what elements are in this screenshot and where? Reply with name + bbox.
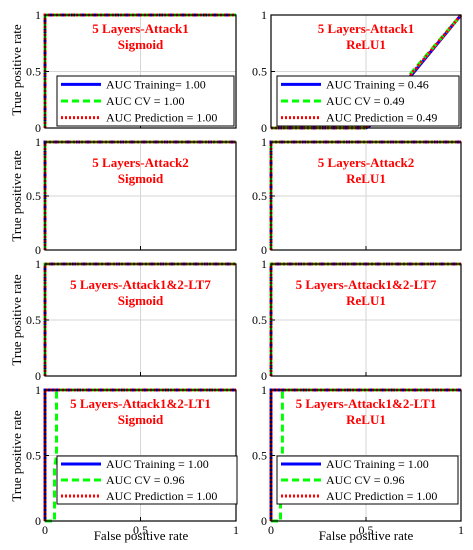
legend-label-training: AUC Training = 1.00 [326, 457, 429, 471]
panel-title: 5 Layers-Attack2 [318, 155, 414, 170]
legend-label-training: AUC Training = 0.46 [326, 77, 429, 91]
xlabel-left: False positive rate [94, 528, 189, 543]
panel-subtitle: Sigmoid [118, 37, 164, 52]
panel-subtitle: ReLU1 [346, 412, 386, 427]
legend-label-training: AUC Training = 1.00 [106, 457, 209, 471]
ytick-label: 1 [261, 257, 267, 271]
panel-subtitle: Sigmoid [118, 293, 164, 308]
legend-label-prediction: AUC Prediction = 1.00 [326, 489, 437, 503]
xtick-label: 0.5 [359, 523, 374, 537]
ytick-label: 1 [35, 383, 41, 397]
panel-subtitle: ReLU1 [346, 293, 386, 308]
panel-title: 5 Layers-Attack1&2-LT7 [296, 277, 437, 292]
legend: AUC Training = 0.46 AUC CV = 0.49 AUC Pred… [276, 75, 460, 127]
ytick-label: 0.5 [252, 65, 267, 79]
ytick-label: 1 [261, 8, 267, 22]
ytick-label: 1 [35, 8, 41, 22]
ylabel-row-1: True positive rate [9, 24, 24, 115]
ytick-label: 0 [261, 514, 267, 528]
legend: AUC Training= 1.00 AUC CV = 1.00 AUC Predi… [56, 75, 235, 127]
xlabel-right: False positive rate [319, 528, 414, 543]
xtick-label: 1 [458, 523, 464, 537]
ytick-label: 0 [261, 369, 267, 383]
panel-title: 5 Layers-Attack1 [92, 21, 188, 36]
ytick-label: 1 [261, 135, 267, 149]
panel-subtitle: ReLU1 [346, 37, 386, 52]
legend: AUC Training = 1.00 AUC CV = 0.96 AUC Pred… [276, 455, 459, 505]
ytick-label: 1 [35, 257, 41, 271]
ytick-label: 0.5 [26, 65, 41, 79]
legend: AUC Training = 1.00 AUC CV = 0.96 AUC Pred… [56, 455, 238, 505]
panel-title: 5 Layers-Attack2 [92, 155, 188, 170]
ytick-label: 1 [261, 383, 267, 397]
legend-label-cv: AUC CV = 0.49 [326, 94, 405, 108]
ytick-label: 0.5 [26, 313, 41, 327]
ytick-label: 0.5 [26, 449, 41, 463]
ytick-label: 0.5 [252, 313, 267, 327]
panel-title: 5 Layers-Attack1 [318, 21, 414, 36]
panel-title: 5 Layers-Attack1&2-LT7 [70, 277, 211, 292]
ytick-label: 0 [35, 243, 41, 257]
ylabel-row-2: True positive rate [9, 150, 24, 241]
legend-label-cv: AUC CV = 1.00 [106, 94, 185, 108]
ytick-label: 0.5 [26, 189, 41, 203]
ytick-label: 0.5 [252, 189, 267, 203]
ytick-label: 0.5 [252, 449, 267, 463]
ytick-label: 0 [261, 243, 267, 257]
ytick-label: 0 [261, 121, 267, 135]
legend-label-prediction: AUC Prediction = 0.49 [326, 111, 437, 125]
panel-subtitle: Sigmoid [118, 171, 164, 186]
ytick-label: 0 [35, 369, 41, 383]
panel-subtitle: Sigmoid [118, 412, 164, 427]
panel-title: 5 Layers-Attack1&2-LT1 [70, 396, 211, 411]
ytick-label: 0 [35, 514, 41, 528]
xtick-label: 1 [233, 523, 239, 537]
ylabel-row-3: True positive rate [9, 274, 24, 365]
panel-subtitle: ReLU1 [346, 171, 386, 186]
xtick-label: 0.5 [133, 523, 148, 537]
legend-label-prediction: AUC Prediction = 1.00 [106, 489, 217, 503]
xtick-label: 0 [268, 523, 274, 537]
ytick-label: 0 [35, 121, 41, 135]
legend-label-training: AUC Training= 1.00 [106, 77, 206, 91]
legend-label-prediction: AUC Prediction = 1.00 [106, 111, 217, 125]
ytick-label: 1 [35, 135, 41, 149]
panel-title: 5 Layers-Attack1&2-LT1 [296, 396, 437, 411]
legend-label-cv: AUC CV = 0.96 [106, 473, 185, 487]
legend-label-cv: AUC CV = 0.96 [326, 473, 405, 487]
ylabel-row-4: True positive rate [9, 410, 24, 501]
xtick-label: 0 [42, 523, 48, 537]
